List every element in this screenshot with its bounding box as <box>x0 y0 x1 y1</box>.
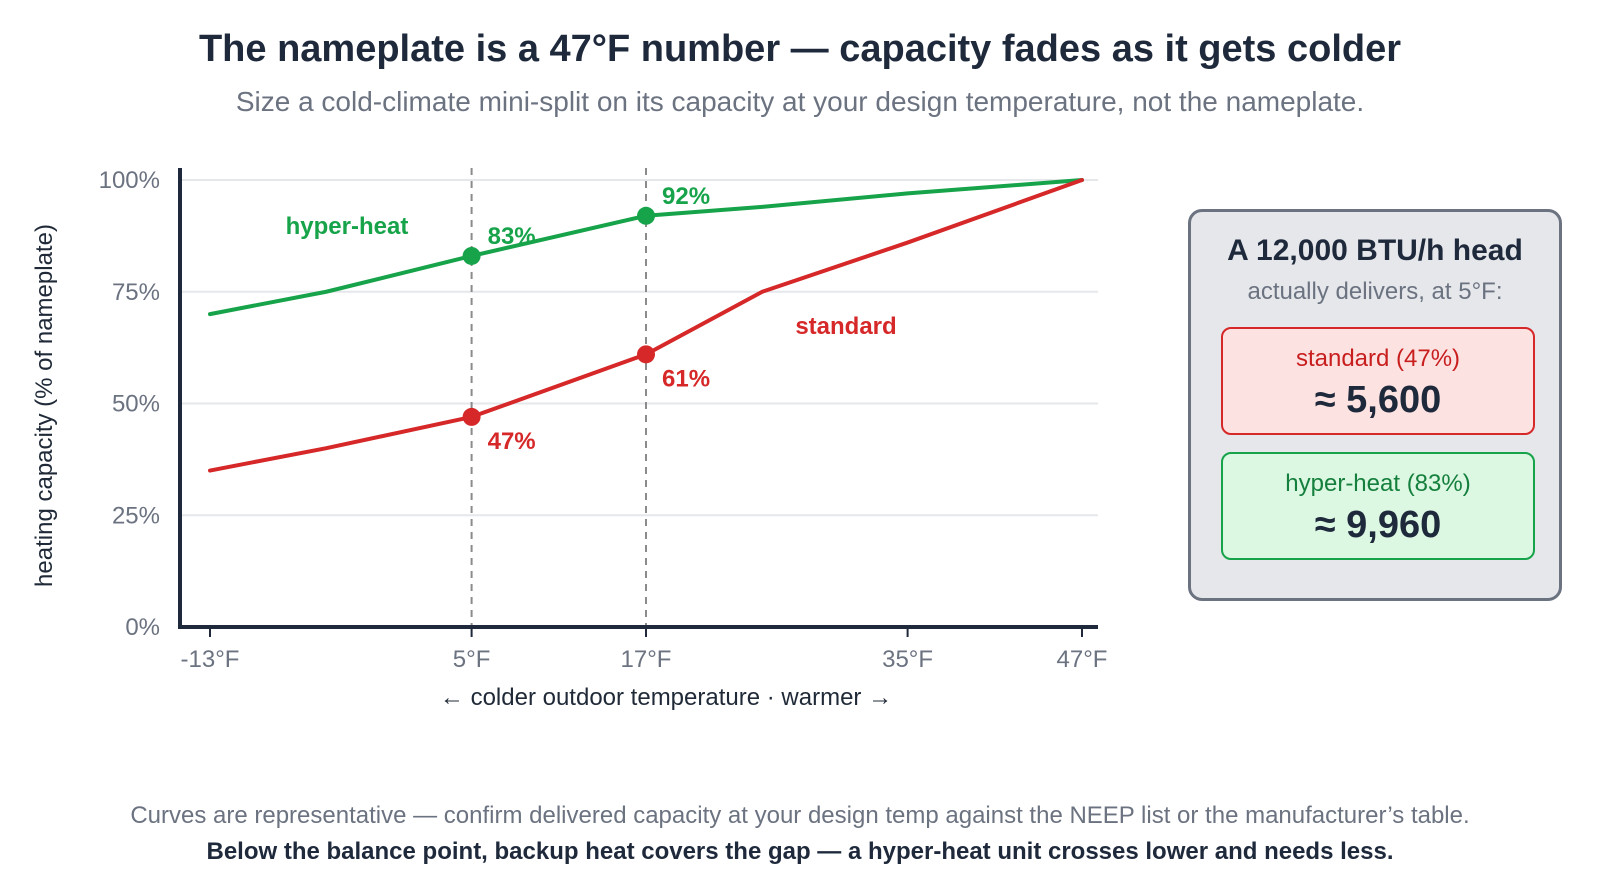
x-tick-label: 47°F <box>1057 646 1108 673</box>
hyper-heat-point-label: 83% <box>488 223 536 250</box>
card-subtitle: actually delivers, at 5°F: <box>1247 278 1503 305</box>
standard-series-label: standard <box>795 313 896 340</box>
hyper-heat-point <box>462 246 481 265</box>
label-layer: hyper-heat 83% 92% standard 47% 61% <box>286 183 897 455</box>
standard-point <box>637 345 655 364</box>
page-title: The nameplate is a 47°F number — capacit… <box>198 28 1402 70</box>
axis-layer: 0% 25% 50% 75% 100% -13°F 5°F 17°F 35°F 47°F <box>99 167 1108 673</box>
page-subtitle: Size a cold-climate mini-split on its ca… <box>235 86 1365 117</box>
standard-capacity-label: standard (47%) <box>1295 345 1461 372</box>
standard-capacity-box: standard (47%) ≈ 5,600 <box>1221 327 1535 435</box>
x-tick-label: 17°F <box>621 646 672 673</box>
hyper-heat-capacity-value: ≈ 9,960 <box>1314 504 1442 546</box>
hyper-heat-series-label: hyper-heat <box>286 213 409 240</box>
hyper-heat-capacity-label: hyper-heat (83%) <box>1285 470 1471 497</box>
standard-point <box>462 407 481 426</box>
y-tick-label: 50% <box>112 391 160 418</box>
standard-capacity-value: ≈ 5,600 <box>1314 379 1442 421</box>
marker-layer <box>470 168 647 627</box>
standard-point-label: 47% <box>488 428 536 455</box>
standard-point-label: 61% <box>662 365 710 392</box>
delivery-card: A 12,000 BTU/h head actually delivers, a… <box>1188 209 1562 601</box>
hyper-heat-point-label: 92% <box>662 183 710 210</box>
y-tick-label: 25% <box>112 502 160 529</box>
footnote-bold: Below the balance point, backup heat cov… <box>206 838 1394 865</box>
y-tick-label: 75% <box>112 279 160 306</box>
x-axis-label: ← colder outdoor temperature · warmer → <box>440 684 892 711</box>
x-tick-label: 35°F <box>882 646 933 673</box>
hyper-heat-capacity-box: hyper-heat (83%) ≈ 9,960 <box>1221 452 1535 560</box>
capacity-chart: 0% 25% 50% 75% 100% -13°F 5°F 17°F 35°F 47°F hype… <box>31 167 1108 711</box>
card-title: A 12,000 BTU/h head <box>1227 234 1523 267</box>
hyper-heat-point <box>637 206 655 225</box>
x-tick-label: 5°F <box>453 646 491 673</box>
y-axis-label: heating capacity (% of nameplate) <box>31 224 58 587</box>
y-tick-label: 100% <box>99 167 160 194</box>
footnote: Curves are representative — confirm deli… <box>130 802 1470 829</box>
series-layer <box>208 178 1084 473</box>
y-tick-label: 0% <box>125 614 160 641</box>
x-tick-label: -13°F <box>181 646 240 673</box>
